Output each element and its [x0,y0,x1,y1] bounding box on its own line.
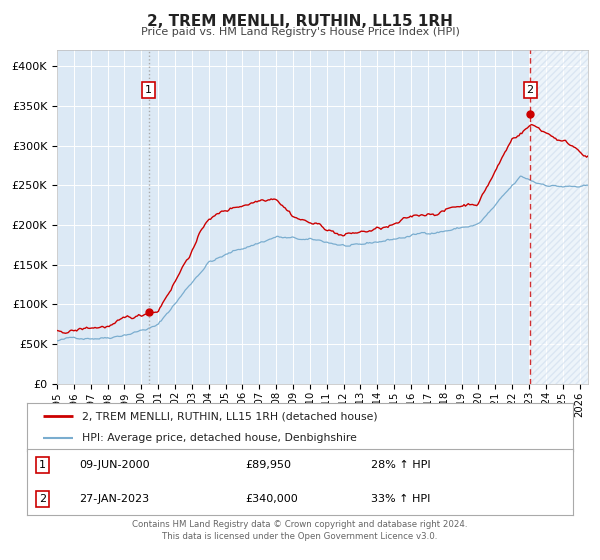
Text: HPI: Average price, detached house, Denbighshire: HPI: Average price, detached house, Denb… [82,433,356,443]
Text: 27-JAN-2023: 27-JAN-2023 [79,494,149,505]
Text: Contains HM Land Registry data © Crown copyright and database right 2024.: Contains HM Land Registry data © Crown c… [132,520,468,529]
Text: 33% ↑ HPI: 33% ↑ HPI [371,494,430,505]
Text: 1: 1 [145,85,152,95]
Bar [530,50,588,384]
Text: 2: 2 [39,494,46,505]
Text: £89,950: £89,950 [245,460,292,470]
Text: 2: 2 [527,85,534,95]
Bar [530,50,588,384]
Text: Price paid vs. HM Land Registry's House Price Index (HPI): Price paid vs. HM Land Registry's House … [140,27,460,37]
Text: 28% ↑ HPI: 28% ↑ HPI [371,460,431,470]
Text: 09-JUN-2000: 09-JUN-2000 [79,460,149,470]
Text: 2, TREM MENLLI, RUTHIN, LL15 1RH: 2, TREM MENLLI, RUTHIN, LL15 1RH [147,14,453,29]
Text: 2, TREM MENLLI, RUTHIN, LL15 1RH (detached house): 2, TREM MENLLI, RUTHIN, LL15 1RH (detach… [82,411,377,421]
Text: 1: 1 [39,460,46,470]
Text: £340,000: £340,000 [245,494,298,505]
Text: This data is licensed under the Open Government Licence v3.0.: This data is licensed under the Open Gov… [163,532,437,541]
